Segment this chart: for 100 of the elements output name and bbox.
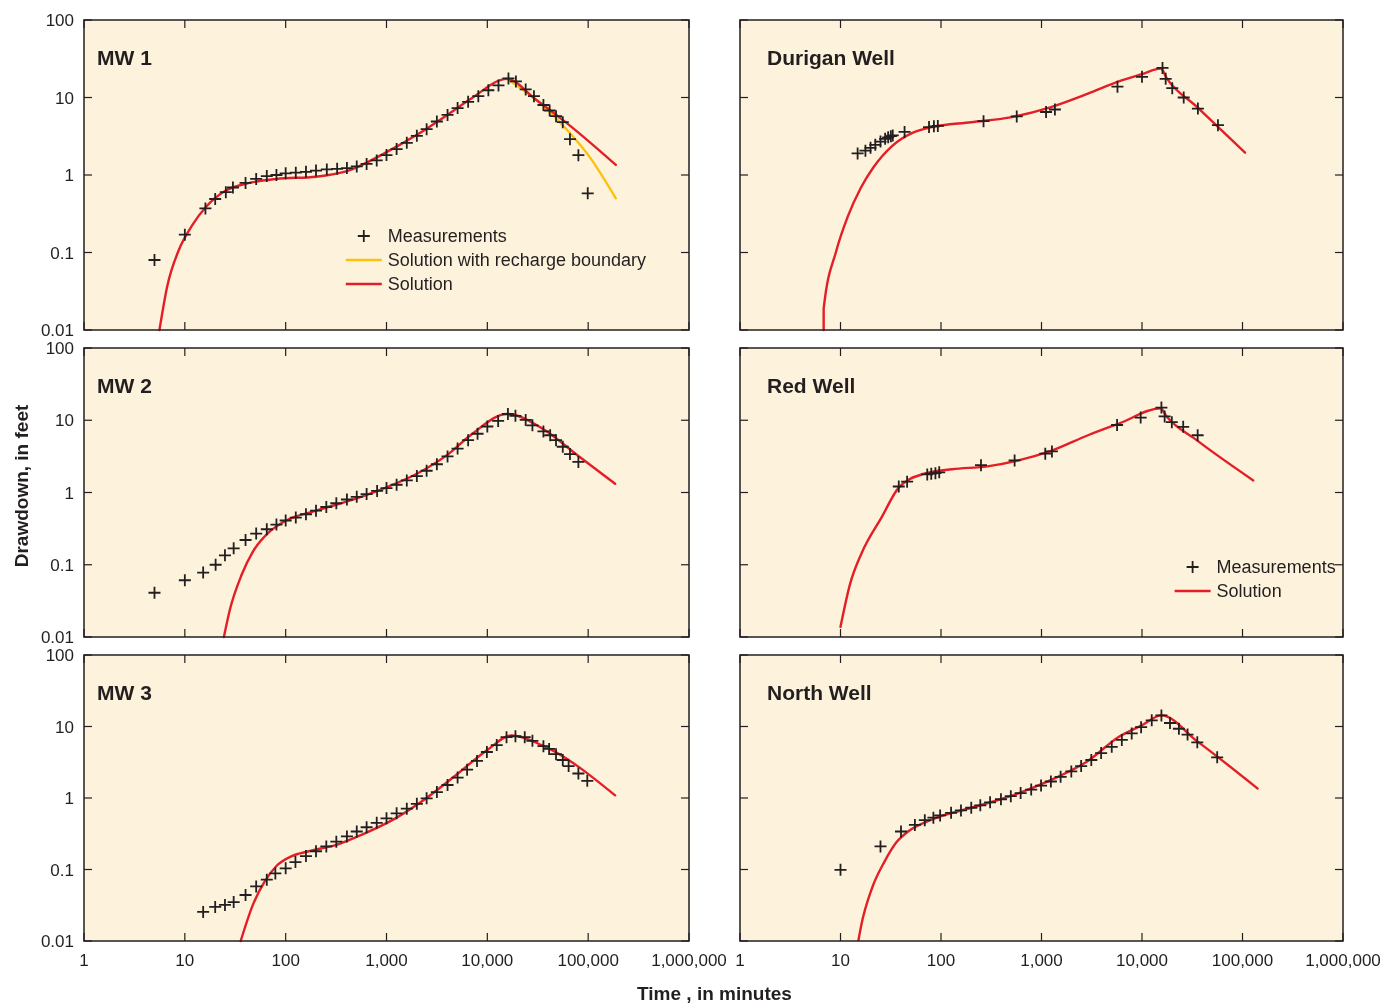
point (429, 457, 444, 472)
point (964, 800, 979, 815)
point (1003, 789, 1018, 804)
point (379, 481, 394, 496)
point (1104, 739, 1119, 754)
point (309, 163, 323, 178)
point (218, 548, 232, 563)
point (299, 849, 313, 863)
point (440, 449, 455, 464)
y-tick-label: 1 (64, 789, 74, 808)
point (208, 192, 223, 206)
legend-label: Solution (1216, 581, 1282, 601)
point (370, 484, 385, 498)
point (198, 201, 213, 216)
x-tick-label: 1 (735, 951, 745, 970)
point (461, 433, 476, 448)
point (419, 463, 434, 478)
point (1053, 769, 1068, 784)
point (1114, 732, 1129, 747)
point (389, 806, 404, 821)
point (329, 834, 344, 849)
point (409, 469, 424, 483)
x-tick-label: 1 (79, 951, 89, 970)
point (278, 513, 293, 528)
y-tick-label: 0.1 (50, 243, 74, 263)
point (1013, 786, 1028, 801)
point (278, 861, 293, 876)
x-tick-label: 10 (831, 951, 850, 970)
y-axis-title: Drawdown, in feet (11, 404, 32, 568)
point (461, 94, 476, 109)
point (894, 824, 908, 839)
point (944, 805, 958, 820)
point (379, 811, 394, 826)
point (399, 473, 414, 488)
x-tick-label: 10,000 (1116, 951, 1168, 970)
y-tick-label: 100 (45, 646, 74, 665)
point (349, 159, 364, 174)
point (399, 801, 414, 816)
y-tick-label: 0.1 (50, 555, 74, 575)
point (450, 101, 465, 115)
x-tick-label: 100 (271, 951, 300, 970)
point (319, 162, 334, 177)
point (499, 730, 514, 745)
point (1134, 720, 1149, 735)
point (1124, 726, 1139, 741)
point (359, 820, 374, 835)
point (259, 169, 274, 183)
text: North Well (767, 681, 872, 704)
y-tick-label: 1 (64, 166, 74, 185)
x-tick-label: 1,000,000 (1305, 951, 1381, 970)
point (409, 796, 424, 811)
text: MW 2 (97, 374, 152, 397)
point (330, 161, 345, 176)
point (288, 510, 303, 525)
point (450, 441, 465, 456)
point (419, 791, 434, 806)
x-axis-title: Time , in minutes (637, 983, 792, 1004)
text: Durigan Well (767, 46, 895, 69)
point (259, 872, 274, 887)
x-tick-label: 100,000 (557, 951, 619, 970)
point (309, 844, 323, 859)
point (471, 89, 486, 104)
point (340, 161, 354, 175)
point (1064, 764, 1079, 779)
y-tick-label: 10 (55, 88, 74, 108)
point (491, 413, 506, 428)
point (409, 128, 424, 143)
text: Red Well (767, 374, 856, 397)
point (208, 899, 223, 914)
point (208, 557, 223, 572)
point (249, 879, 264, 894)
point (1094, 746, 1109, 760)
point (309, 503, 323, 518)
point (481, 83, 496, 98)
x-tick-label: 10 (175, 951, 195, 970)
point (994, 792, 1008, 807)
x-tick-label: 1,000,000 (651, 951, 727, 970)
point (359, 157, 374, 171)
point (1144, 713, 1159, 728)
point (269, 517, 284, 532)
point (1084, 753, 1099, 767)
legend-label: Measurements (1216, 557, 1336, 577)
point (479, 745, 494, 759)
point (389, 142, 404, 156)
point (349, 489, 364, 504)
x-tick-label: 100,000 (1211, 951, 1274, 970)
point (470, 754, 484, 768)
point (460, 762, 474, 777)
y-tick-label: 0.01 (40, 628, 74, 647)
point (480, 419, 495, 434)
point (369, 153, 384, 168)
point (259, 522, 274, 537)
point (238, 176, 253, 190)
point (470, 426, 485, 441)
point (450, 770, 465, 785)
y-tick-label: 10 (55, 411, 74, 431)
point (501, 407, 515, 421)
point (419, 122, 434, 137)
point (340, 829, 354, 844)
point (369, 815, 384, 830)
